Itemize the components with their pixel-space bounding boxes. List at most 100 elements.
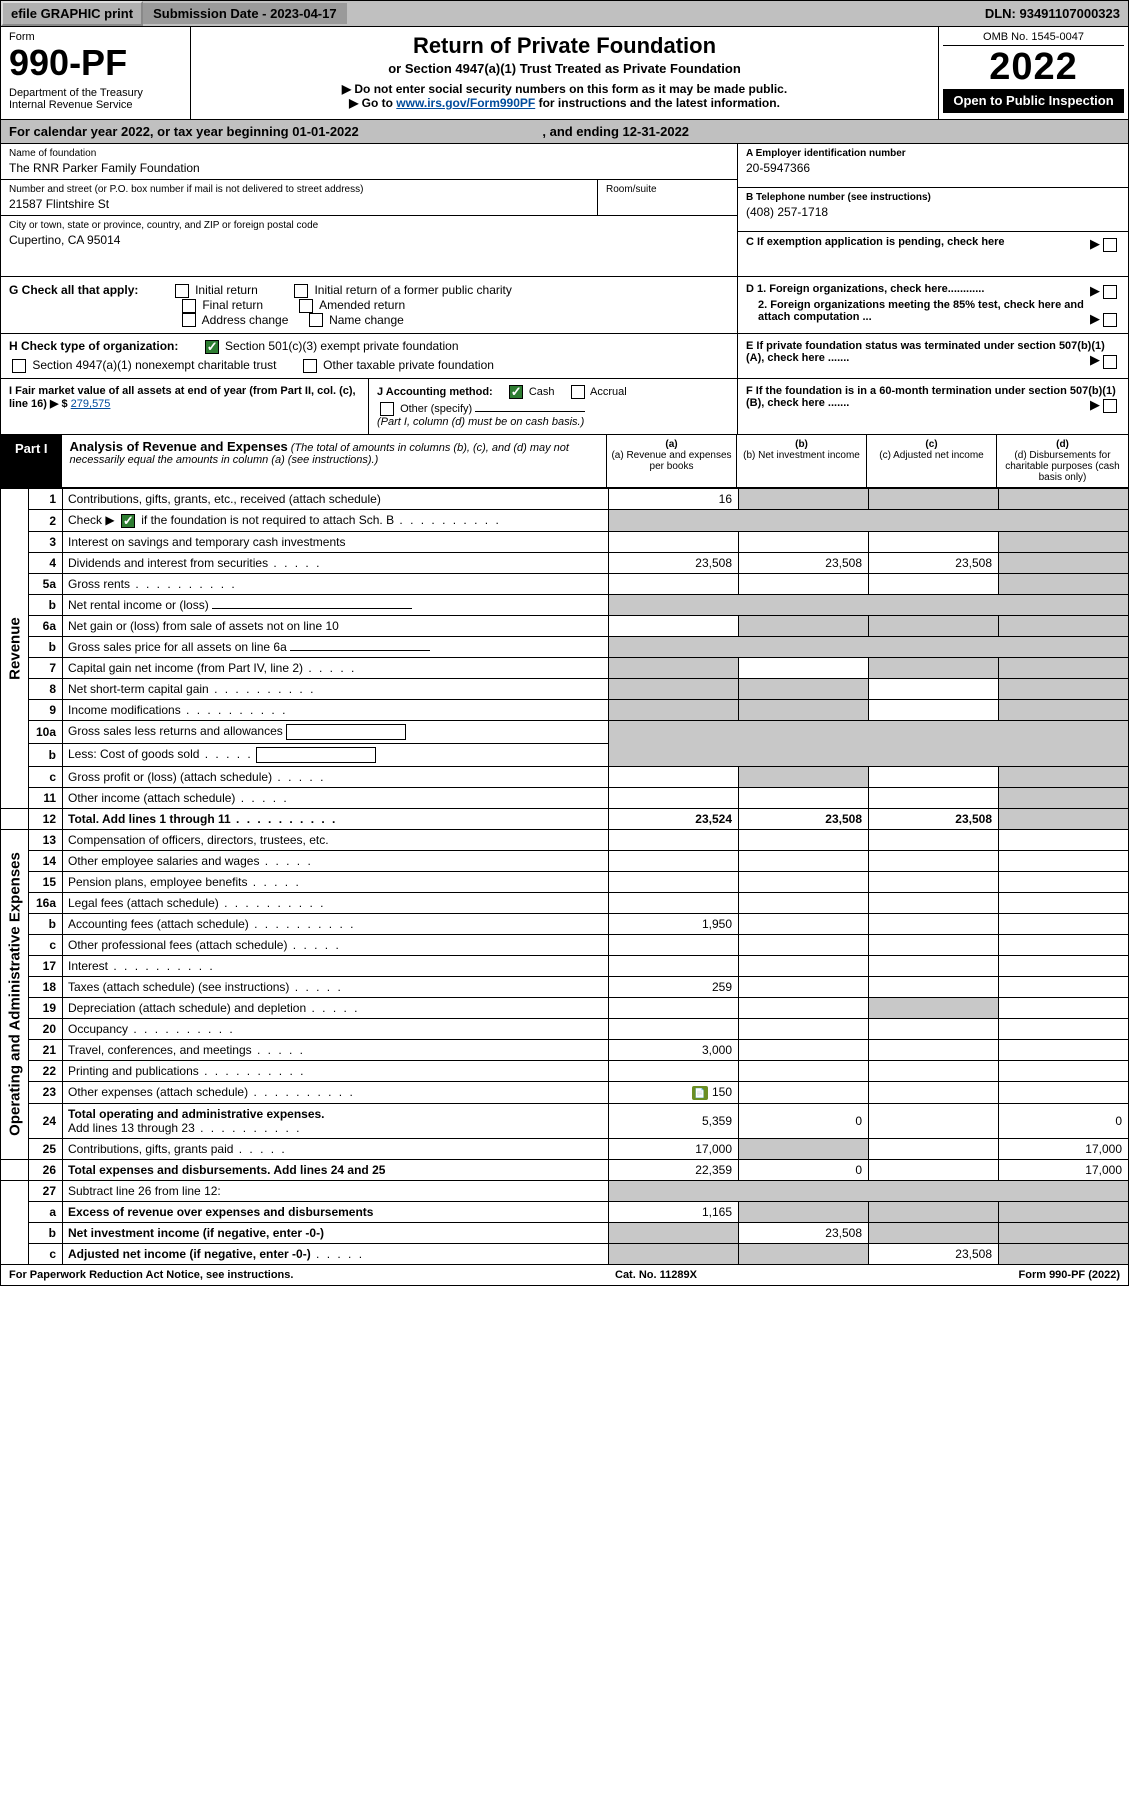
r24-num: 24: [29, 1103, 63, 1138]
f-checkbox[interactable]: [1103, 399, 1117, 413]
calbar-mid: , and ending: [542, 124, 622, 139]
row-16a: 16aLegal fees (attach schedule): [1, 892, 1129, 913]
instr-line2: ▶ Go to www.irs.gov/Form990PF for instru…: [197, 96, 932, 110]
col-a-text: (a) Revenue and expenses per books: [611, 450, 732, 472]
r19-num: 19: [29, 997, 63, 1018]
r26-a: 22,359: [609, 1159, 739, 1180]
r5a-desc: Gross rents: [63, 573, 609, 594]
r5a-num: 5a: [29, 573, 63, 594]
row-15: 15Pension plans, employee benefits: [1, 871, 1129, 892]
revenue-vlabel: Revenue: [1, 489, 29, 809]
calbar-begin: 01-01-2022: [292, 124, 359, 139]
name-label: Name of foundation: [9, 148, 729, 159]
r5b-num: b: [29, 594, 63, 615]
j-other-checkbox[interactable]: [380, 402, 394, 416]
city-value: Cupertino, CA 95014: [9, 231, 729, 247]
g-amended[interactable]: [299, 299, 313, 313]
col-b-text: (b) Net investment income: [741, 450, 862, 461]
instr2-pre: ▶ Go to: [349, 96, 396, 110]
row-6a: 6aNet gain or (loss) from sale of assets…: [1, 615, 1129, 636]
r7-desc: Capital gain net income (from Part IV, l…: [63, 657, 609, 678]
row-10c: cGross profit or (loss) (attach schedule…: [1, 766, 1129, 787]
row-2: 2 Check ▶ if the foundation is not requi…: [1, 510, 1129, 532]
d1-label: D 1. Foreign organizations, check here..…: [746, 283, 984, 295]
r11-desc: Other income (attach schedule): [63, 787, 609, 808]
col-d-text: (d) Disbursements for charitable purpose…: [1001, 450, 1124, 483]
r10b-desc: Less: Cost of goods sold: [63, 743, 609, 766]
r1-a: 16: [609, 489, 739, 510]
r23-desc: Other expenses (attach schedule): [63, 1081, 609, 1103]
col-c-text: (c) Adjusted net income: [871, 450, 992, 461]
row-18: 18Taxes (attach schedule) (see instructi…: [1, 976, 1129, 997]
g-name-change[interactable]: [309, 313, 323, 327]
row-27c: cAdjusted net income (if negative, enter…: [1, 1243, 1129, 1264]
schedule-icon[interactable]: 📄: [692, 1086, 708, 1100]
instr-line1: ▶ Do not enter social security numbers o…: [197, 82, 932, 96]
exemption-checkbox[interactable]: [1103, 238, 1117, 252]
h-4947-checkbox[interactable]: [12, 359, 26, 373]
form-header: Form 990-PF Department of the Treasury I…: [0, 27, 1129, 120]
g-address-change[interactable]: [182, 313, 196, 327]
info-right: A Employer identification number 20-5947…: [738, 144, 1128, 276]
row-23: 23Other expenses (attach schedule)📄150: [1, 1081, 1129, 1103]
g-initial-return[interactable]: [175, 284, 189, 298]
h-other-taxable-checkbox[interactable]: [303, 359, 317, 373]
r16c-desc: Other professional fees (attach schedule…: [63, 934, 609, 955]
r24-desc: Total operating and administrative expen…: [63, 1103, 609, 1138]
j-cash-checkbox[interactable]: [509, 385, 523, 399]
r26-num: 26: [29, 1159, 63, 1180]
d1-checkbox[interactable]: [1103, 285, 1117, 299]
row-17: 17Interest: [1, 955, 1129, 976]
r18-a: 259: [609, 976, 739, 997]
r13-desc: Compensation of officers, directors, tru…: [63, 829, 609, 850]
fmv-value[interactable]: 279,575: [71, 398, 111, 410]
row-16c: cOther professional fees (attach schedul…: [1, 934, 1129, 955]
r19-desc: Depreciation (attach schedule) and deple…: [63, 997, 609, 1018]
row-27: 27Subtract line 26 from line 12:: [1, 1180, 1129, 1201]
r4-c: 23,508: [869, 552, 999, 573]
r24-b: 0: [739, 1103, 869, 1138]
row-7: 7Capital gain net income (from Part IV, …: [1, 657, 1129, 678]
row-12: 12Total. Add lines 1 through 1123,52423,…: [1, 808, 1129, 829]
foundation-name-cell: Name of foundation The RNR Parker Family…: [1, 144, 737, 180]
row-6b: bGross sales price for all assets on lin…: [1, 636, 1129, 657]
h-501c3-checkbox[interactable]: [205, 340, 219, 354]
r26-desc: Total expenses and disbursements. Add li…: [63, 1159, 609, 1180]
r25-num: 25: [29, 1138, 63, 1159]
r25-d: 17,000: [999, 1138, 1129, 1159]
g-initial-former[interactable]: [294, 284, 308, 298]
r1-num: 1: [29, 489, 63, 510]
efile-print-button[interactable]: efile GRAPHIC print: [1, 1, 143, 26]
row-20: 20Occupancy: [1, 1018, 1129, 1039]
info-grid: Name of foundation The RNR Parker Family…: [0, 144, 1129, 277]
r27a-a: 1,165: [609, 1201, 739, 1222]
r27b-b: 23,508: [739, 1222, 869, 1243]
schb-checkbox[interactable]: [121, 514, 135, 528]
r6a-num: 6a: [29, 615, 63, 636]
row-11: 11Other income (attach schedule): [1, 787, 1129, 808]
dept-label: Department of the Treasury: [9, 87, 182, 99]
irs-link[interactable]: www.irs.gov/Form990PF: [396, 96, 535, 110]
row-5a: 5aGross rents: [1, 573, 1129, 594]
row-27b: bNet investment income (if negative, ent…: [1, 1222, 1129, 1243]
section-e: E If private foundation status was termi…: [738, 334, 1128, 378]
addr-label: Number and street (or P.O. box number if…: [9, 184, 589, 195]
r7-num: 7: [29, 657, 63, 678]
r4-num: 4: [29, 552, 63, 573]
ein-cell: A Employer identification number 20-5947…: [738, 144, 1128, 188]
d2-checkbox[interactable]: [1103, 313, 1117, 327]
g-final-return[interactable]: [182, 299, 196, 313]
r26-d: 17,000: [999, 1159, 1129, 1180]
r16a-num: 16a: [29, 892, 63, 913]
row-9: 9Income modifications: [1, 699, 1129, 720]
g-label: G Check all that apply:: [9, 283, 138, 297]
r12-a: 23,524: [609, 808, 739, 829]
r10c-num: c: [29, 766, 63, 787]
info-left: Name of foundation The RNR Parker Family…: [1, 144, 738, 276]
e-checkbox[interactable]: [1103, 355, 1117, 369]
j-note: (Part I, column (d) must be on cash basi…: [377, 416, 584, 428]
r12-b: 23,508: [739, 808, 869, 829]
i-label: I Fair market value of all assets at end…: [9, 385, 356, 410]
j-cash: Cash: [529, 386, 555, 398]
j-accrual-checkbox[interactable]: [571, 385, 585, 399]
